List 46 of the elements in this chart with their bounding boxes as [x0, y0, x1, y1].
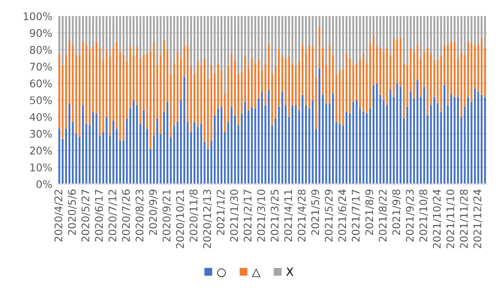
x-tick-label: 2021/11/10: [446, 190, 456, 248]
x-tick-label: 2021/1/2: [216, 190, 226, 235]
x-tick-label: 2020/4/22: [54, 190, 64, 242]
x-tick-label: 2020/5/27: [81, 190, 90, 242]
x-tick-label: 2021/9/23: [406, 190, 415, 242]
y-tick-label: 20%: [30, 146, 52, 155]
x-tick-label: 2021/5/29: [324, 190, 334, 242]
y-tick-label: 100%: [24, 12, 52, 20]
x-tick-label: 2020/6/17: [94, 190, 104, 242]
x-tick-label: 2021/8/9: [365, 190, 374, 235]
y-tick-label: 30%: [30, 130, 52, 138]
x-tick-label: 2021/4/28: [298, 190, 306, 242]
legend-label: △: [252, 268, 260, 278]
x-tick-label: 2021/4/11: [284, 190, 293, 242]
x-tick-label: 2020/10/21: [176, 190, 185, 248]
x-tick-label: 2020/8/23: [136, 190, 144, 242]
y-tick-label: 50%: [30, 96, 52, 104]
x-tick-label: 2021/11/28: [460, 190, 469, 248]
x-tick-label: 2021/3/25: [270, 190, 280, 242]
y-tick-label: 70%: [30, 62, 52, 71]
x-tick-label: 2021/3/10: [257, 190, 266, 242]
y-tick-label: 60%: [30, 80, 52, 88]
x-tick-label: 2021/10/8: [419, 190, 428, 242]
x-tick-label: 2021/5/9: [311, 190, 320, 235]
legend-label: ○: [217, 268, 226, 278]
x-tick-label: 2020/5/6: [68, 190, 77, 235]
x-tick-label: 2021/9/8: [392, 190, 402, 235]
x-tick-label: 2020/9/21: [162, 190, 172, 242]
y-tick-label: 10%: [30, 163, 52, 172]
y-tick-label: 40%: [30, 113, 52, 121]
y-tick-label: 90%: [30, 29, 52, 38]
x-tick-label: 2020/9/9: [149, 190, 158, 235]
x-tick-label: 2020/12/13: [203, 190, 212, 248]
x-tick-label: 2021/12/24: [473, 189, 482, 248]
y-tick-label: 0%: [36, 180, 52, 188]
x-tick-label: 2021/2/17: [244, 190, 252, 242]
y-tick-label: 80%: [30, 46, 52, 54]
x-tick-label: 2021/6/24: [338, 189, 347, 242]
x-tick-label: 2021/10/24: [432, 189, 442, 248]
x-tick-label: 2020/11/8: [190, 190, 198, 242]
x-tick-label: 2021/8/22: [378, 190, 388, 242]
x-tick-label: 2020/7/26: [122, 190, 131, 242]
legend-label: X: [286, 268, 294, 276]
x-tick-label: 2021/7/17: [352, 190, 360, 242]
x-tick-label: 2020/7/12: [108, 190, 118, 242]
x-tick-label: 2021/1/30: [230, 190, 239, 242]
